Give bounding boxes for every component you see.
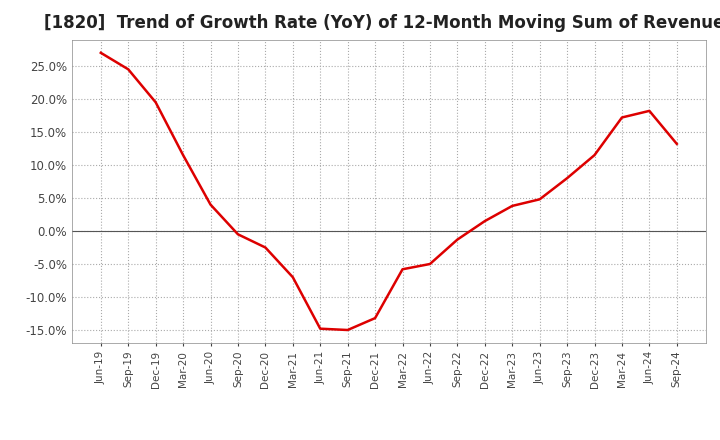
Title: [1820]  Trend of Growth Rate (YoY) of 12-Month Moving Sum of Revenues: [1820] Trend of Growth Rate (YoY) of 12-… bbox=[44, 15, 720, 33]
